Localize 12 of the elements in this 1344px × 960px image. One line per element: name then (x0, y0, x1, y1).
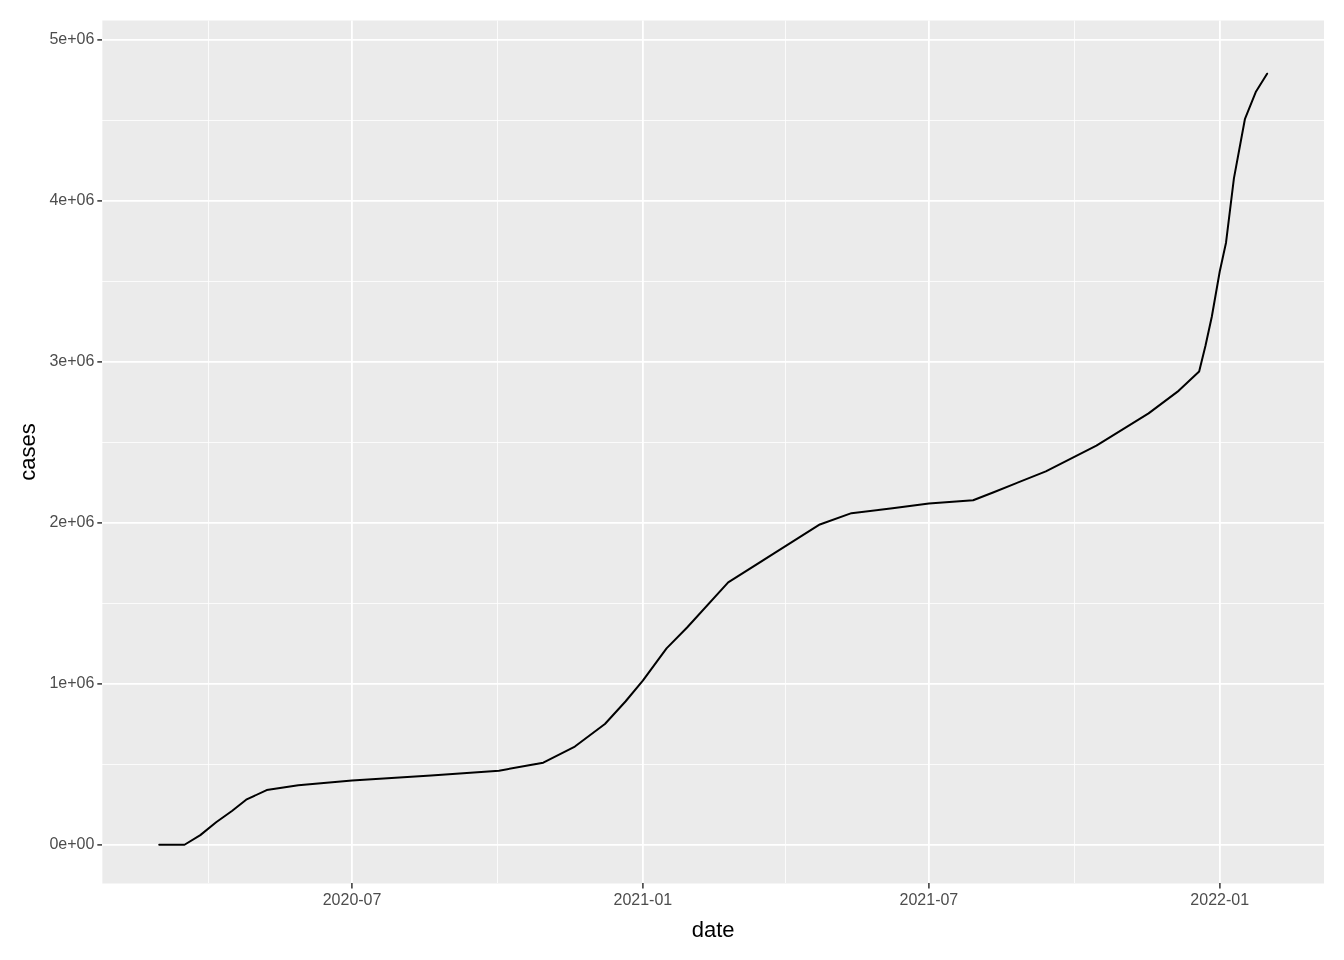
x-tick-label: 2021-01 (613, 891, 673, 909)
x-axis-title: date (691, 916, 735, 942)
x-tick-label: 2020-07 (322, 891, 382, 909)
x-tick-label: 2022-01 (1190, 891, 1250, 909)
y-tick-label: 0e+00 (49, 835, 95, 853)
y-tick-label: 1e+06 (49, 674, 95, 692)
y-tick-label: 4e+06 (49, 191, 95, 209)
y-tick-label: 3e+06 (49, 352, 95, 370)
y-axis-title: cases (15, 423, 41, 481)
y-tick-label: 2e+06 (49, 513, 95, 531)
x-tick-label: 2021-07 (899, 891, 959, 909)
y-tick-label: 5e+06 (49, 30, 95, 48)
